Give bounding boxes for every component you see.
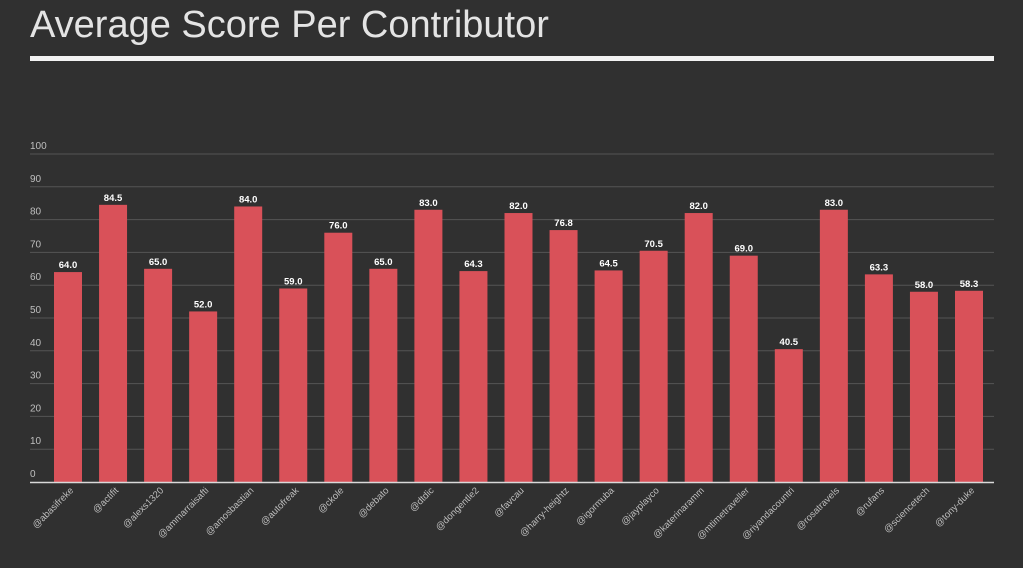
- value-label: 64.3: [464, 259, 483, 270]
- bar: [414, 209, 443, 482]
- x-tick-label: @abasifreke: [31, 485, 77, 531]
- value-label: 65.0: [374, 257, 393, 268]
- bar: [369, 268, 398, 482]
- chart-title: Average Score Per Contributor: [30, 4, 549, 46]
- bar: [99, 204, 128, 482]
- value-label: 84.5: [104, 193, 123, 204]
- value-label: 69.0: [735, 244, 754, 255]
- y-tick-label: 50: [30, 305, 42, 316]
- value-label: 64.5: [599, 258, 618, 269]
- bar: [144, 268, 173, 482]
- x-tick-label: @dongentle2: [434, 485, 482, 533]
- y-tick-label: 40: [30, 338, 42, 349]
- y-tick-label: 60: [30, 272, 42, 283]
- value-label: 82.0: [689, 201, 708, 212]
- value-label: 83.0: [419, 198, 438, 209]
- bar: [684, 213, 713, 483]
- y-tick-label: 0: [30, 469, 36, 480]
- y-tick-labels: 0 10 20 30 40 50 60 70 80 90 100: [30, 141, 47, 480]
- x-tick-label: @autofreak: [259, 485, 302, 528]
- x-tick-label: @igormuba: [574, 485, 617, 528]
- y-tick-label: 100: [30, 141, 47, 152]
- x-tick-label: @sciencetech: [882, 485, 932, 535]
- bar: [504, 213, 533, 483]
- bar: [955, 290, 983, 482]
- bar: [594, 270, 623, 482]
- x-tick-label: @amosbastian: [204, 485, 257, 538]
- value-label: 70.5: [644, 239, 663, 250]
- y-tick-label: 90: [30, 174, 42, 185]
- x-tick-label: @ckole: [316, 485, 346, 515]
- bar: [819, 209, 848, 482]
- bar: [549, 230, 578, 482]
- bar: [234, 206, 263, 483]
- bar: [54, 272, 82, 482]
- value-label: 58.3: [960, 279, 979, 290]
- value-label: 40.5: [780, 337, 799, 348]
- bar: [279, 288, 308, 482]
- x-tick-label: @tony-duke: [933, 485, 977, 529]
- value-label: 84.0: [239, 194, 258, 205]
- value-label: 76.8: [554, 218, 573, 229]
- bar: [774, 349, 803, 482]
- x-tick-label: @rosatravels: [795, 485, 843, 533]
- value-label: 59.0: [284, 276, 303, 287]
- x-tick-label: @alexs1320: [121, 485, 166, 530]
- value-label: 52.0: [194, 299, 213, 310]
- x-tick-label: @debato: [356, 485, 391, 520]
- value-label: 63.3: [870, 262, 889, 273]
- y-tick-label: 80: [30, 207, 42, 218]
- bar: [639, 250, 668, 482]
- x-tick-labels: @abasifreke @actifit @alexs1320@ammarraisa…: [31, 485, 978, 542]
- title-underline: [30, 56, 994, 61]
- bar: [909, 291, 938, 482]
- bar: [189, 311, 218, 482]
- x-tick-label: @favcau: [492, 485, 526, 519]
- bar: [459, 271, 488, 482]
- bar: [729, 255, 758, 482]
- x-tick-label: @jayplayco: [619, 485, 662, 528]
- value-label: 83.0: [825, 198, 844, 209]
- bar: [324, 232, 353, 482]
- value-label: 58.0: [915, 280, 934, 291]
- value-label: 76.0: [329, 221, 348, 232]
- value-labels: 64.0 84.5 65.0 52.0 84.0 59.0 76.0 65.0 83.0 64.3…: [59, 193, 979, 348]
- x-tick-label: @rufans: [854, 485, 887, 518]
- bar: [864, 274, 893, 482]
- bars: [54, 204, 983, 483]
- x-tick-label: @dtdic: [408, 485, 437, 514]
- y-tick-label: 20: [30, 403, 42, 414]
- y-tick-label: 30: [30, 371, 42, 382]
- y-tick-label: 70: [30, 239, 42, 250]
- value-label: 64.0: [59, 260, 78, 271]
- y-tick-label: 10: [30, 436, 42, 447]
- x-tick-label: @actifit: [91, 485, 122, 516]
- value-label: 65.0: [149, 257, 168, 268]
- value-label: 82.0: [509, 201, 528, 212]
